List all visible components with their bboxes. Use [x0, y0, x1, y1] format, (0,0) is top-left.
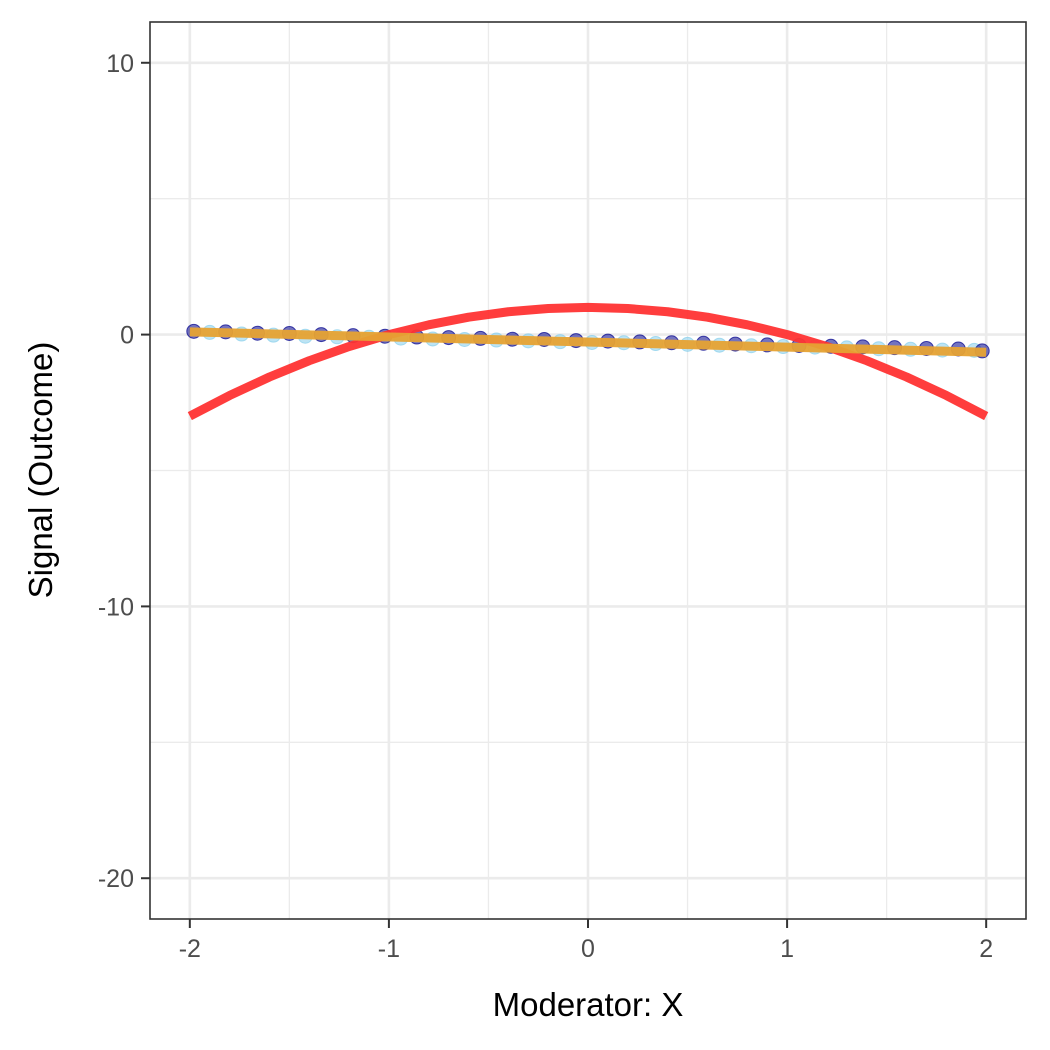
y-axis-title: Signal (Outcome) — [22, 342, 59, 599]
x-tick-label: -1 — [378, 935, 400, 963]
y-tick-label: -10 — [98, 593, 134, 621]
x-axis-title: Moderator: X — [493, 986, 684, 1023]
series-line-1 — [187, 302, 989, 421]
y-tick-label: 0 — [120, 322, 134, 350]
series-line-2 — [189, 327, 987, 357]
x-axis: -2 -1 0 1 2 — [179, 919, 993, 963]
x-tick-label: 1 — [780, 935, 794, 963]
y-axis: 10 0 -10 -20 — [98, 50, 150, 893]
y-tick-label: -20 — [98, 865, 134, 893]
x-tick-label: 2 — [979, 935, 993, 963]
x-tick-label: -2 — [179, 935, 201, 963]
plot-area — [186, 302, 990, 421]
y-tick-label: 10 — [106, 50, 134, 78]
grid-major — [150, 22, 1026, 919]
x-tick-label: 0 — [581, 935, 595, 963]
